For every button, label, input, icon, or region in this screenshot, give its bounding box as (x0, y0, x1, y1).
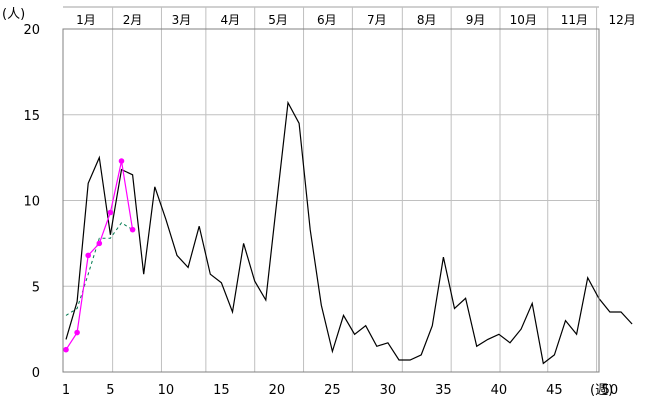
month-label: 6月 (317, 13, 337, 27)
x-tick-label: 45 (546, 383, 563, 398)
grid (63, 6, 599, 372)
series-line-0 (65, 100, 633, 365)
series-line-2 (65, 160, 134, 351)
x-tick-label: 15 (213, 383, 230, 398)
y-tick-label: 5 (32, 280, 40, 295)
month-label: 5月 (268, 13, 288, 27)
x-unit-label: (週) (590, 383, 613, 398)
month-label: 2月 (123, 13, 143, 27)
series-point (63, 346, 69, 353)
x-tick-label: 1 (62, 383, 70, 398)
series-point (85, 252, 91, 259)
month-label: 12月 (608, 13, 635, 27)
series-point (129, 226, 136, 233)
plot-frame (62, 28, 600, 373)
y-tick-label: 0 (32, 366, 40, 381)
series-point (96, 240, 103, 247)
month-label: 1月 (76, 13, 96, 27)
month-label: 8月 (417, 13, 437, 27)
x-tick-label: 30 (380, 383, 397, 398)
x-tick-label: 25 (324, 383, 341, 398)
series-point (74, 329, 80, 336)
month-label: 10月 (510, 13, 537, 27)
month-label: 4月 (220, 13, 240, 27)
y-tick-label: 10 (23, 195, 40, 210)
y-tick-label: 15 (23, 109, 40, 124)
x-tick-label: 5 (106, 383, 114, 398)
x-tick-label: 50 (602, 383, 619, 398)
series-point (107, 209, 114, 216)
y-unit-label: (人) (2, 7, 25, 22)
month-label: 3月 (172, 13, 192, 27)
series-point (118, 158, 125, 164)
x-tick-label: 10 (158, 383, 175, 398)
month-label: 11月 (561, 13, 588, 27)
series-lines (63, 100, 633, 365)
series-line-1 (65, 222, 133, 316)
month-label: 9月 (466, 13, 486, 27)
x-tick-label: 20 (269, 383, 286, 398)
y-tick-label: 20 (23, 23, 40, 38)
x-tick-label: 35 (435, 383, 452, 398)
x-tick-label: 40 (491, 383, 508, 398)
month-label: 7月 (367, 13, 387, 27)
